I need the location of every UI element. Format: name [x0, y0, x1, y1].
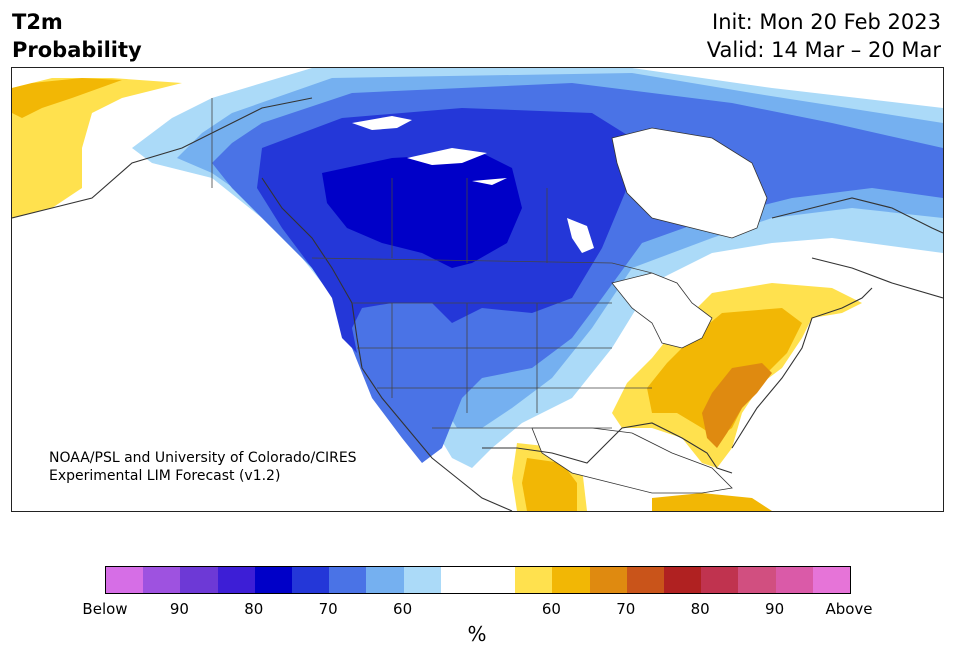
coastlines: [12, 97, 943, 511]
above-60-region-alaska: [12, 78, 182, 218]
colorbar-cell: [180, 567, 218, 593]
colorbar-cell: [143, 567, 181, 593]
colorbar-cell: [515, 567, 553, 593]
above-80-region-east: [702, 363, 772, 448]
colorbar-cell: [329, 567, 367, 593]
colorbar-tick-label: Above: [825, 600, 873, 618]
title-line-variable: T2m: [12, 10, 63, 34]
colorbar-cell: [552, 567, 590, 593]
colorbar-tick-label: 90: [169, 600, 189, 618]
forecast-map: [11, 67, 944, 512]
political-borders: [211, 98, 653, 429]
colorbar-tick-label: 60: [541, 600, 561, 618]
probability-colorbar: [105, 566, 851, 594]
great-lakes: [611, 272, 713, 349]
colorbar-tick-label: 80: [244, 600, 264, 618]
colorbar-tick-label: 90: [765, 600, 785, 618]
colorbar-cell: [366, 567, 404, 593]
above-70-region-mexico: [522, 458, 577, 511]
credit-line-org: NOAA/PSL and University of Colorado/CIRE…: [49, 450, 357, 466]
colorbar-cell: [440, 567, 479, 593]
colorbar-tick-label: 70: [616, 600, 636, 618]
colorbar-cell: [106, 567, 144, 593]
gulf-of-mexico: [531, 427, 733, 494]
above-60-region-cuba: [652, 493, 772, 511]
lake-1: [352, 116, 412, 130]
init-date: Init: Mon 20 Feb 2023: [712, 10, 941, 34]
title-line-type: Probability: [12, 38, 142, 62]
map-title: T2m Probability: [12, 8, 142, 64]
lake-3: [472, 178, 507, 185]
colorbar-cell: [589, 567, 627, 593]
map-canvas: [12, 68, 943, 511]
colorbar-cell: [626, 567, 665, 593]
colorbar-cell: [403, 567, 441, 593]
colorbar-cell: [812, 567, 851, 593]
colorbar-tick-label: 60: [393, 600, 413, 618]
forecast-dates: Init: Mon 20 Feb 2023 Valid: 14 Mar – 20…: [707, 8, 941, 64]
colorbar-cell: [217, 567, 255, 593]
above-70-region-east: [647, 308, 802, 438]
above-70-region-alaska: [12, 78, 122, 118]
forecast-credit: NOAA/PSL and University of Colorado/CIRE…: [49, 449, 357, 485]
colorbar-cell: [254, 567, 293, 593]
colorbar-unit: %: [467, 622, 487, 646]
lake-4: [567, 218, 594, 253]
credit-line-model: Experimental LIM Forecast (v1.2): [49, 468, 281, 484]
colorbar-cell: [701, 567, 739, 593]
below-max-region: [322, 153, 522, 268]
colorbar-tick-label: 80: [690, 600, 710, 618]
colorbar-tick-label: 70: [318, 600, 338, 618]
colorbar-cell: [292, 567, 330, 593]
colorbar-cell: [775, 567, 813, 593]
valid-dates: Valid: 14 Mar – 20 Mar: [706, 38, 941, 62]
lake-2: [407, 148, 487, 165]
colorbar-cell: [478, 567, 516, 593]
colorbar-cell: [664, 567, 702, 593]
hudson-bay: [611, 127, 768, 239]
colorbar-tick-label: Below: [82, 600, 128, 618]
colorbar-cell: [738, 567, 776, 593]
